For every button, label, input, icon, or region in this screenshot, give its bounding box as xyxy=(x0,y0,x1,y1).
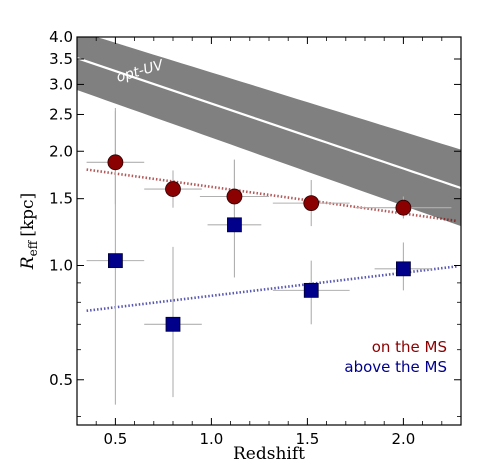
y-tick-label-4: 2.5 xyxy=(49,105,73,123)
y-tick-label-6: 3.5 xyxy=(49,50,73,68)
y-axis-label: Reff [kpc] xyxy=(18,193,40,270)
y-tick-label-1: 1.0 xyxy=(49,257,73,275)
trend-line-series-0 xyxy=(86,168,458,223)
y-axis-label-sub: eff xyxy=(26,239,40,256)
data-point-square-2 xyxy=(227,217,242,233)
plot-frame xyxy=(76,36,462,426)
y-tick-label-3: 2.0 xyxy=(49,142,73,160)
y-tick-label-7: 4.0 xyxy=(49,28,73,46)
data-point-circle-4 xyxy=(395,199,412,216)
y-axis-label-main: R xyxy=(18,256,38,270)
y-tick-label-5: 3.0 xyxy=(49,75,73,93)
data-point-square-1 xyxy=(165,316,181,332)
y-tick-label-0: 0.5 xyxy=(49,371,73,389)
x-tick-label-2: 1.5 xyxy=(295,430,319,448)
y-tick-label-2: 1.5 xyxy=(49,190,73,208)
data-point-square-0 xyxy=(108,253,123,269)
opt-uv-band xyxy=(77,37,461,227)
data-point-circle-3 xyxy=(303,195,320,212)
data-point-square-3 xyxy=(303,282,319,298)
legend-entry-on-ms: on the MS xyxy=(372,338,447,356)
x-tick-label-0: 0.5 xyxy=(103,430,127,448)
data-point-circle-0 xyxy=(107,154,124,171)
data-point-square-4 xyxy=(395,261,411,277)
y-axis-label-unit: [kpc] xyxy=(18,193,38,237)
data-point-circle-1 xyxy=(165,181,181,197)
x-tick-label-1: 1.0 xyxy=(199,430,223,448)
x-axis-label: Redshift xyxy=(233,444,305,464)
opt-uv-center-line xyxy=(77,57,461,190)
trend-line-series-1 xyxy=(86,265,458,313)
x-tick-label-3: 2.0 xyxy=(391,430,415,448)
legend-entry-above-ms: above the MS xyxy=(344,358,447,376)
data-point-circle-2 xyxy=(226,188,243,205)
